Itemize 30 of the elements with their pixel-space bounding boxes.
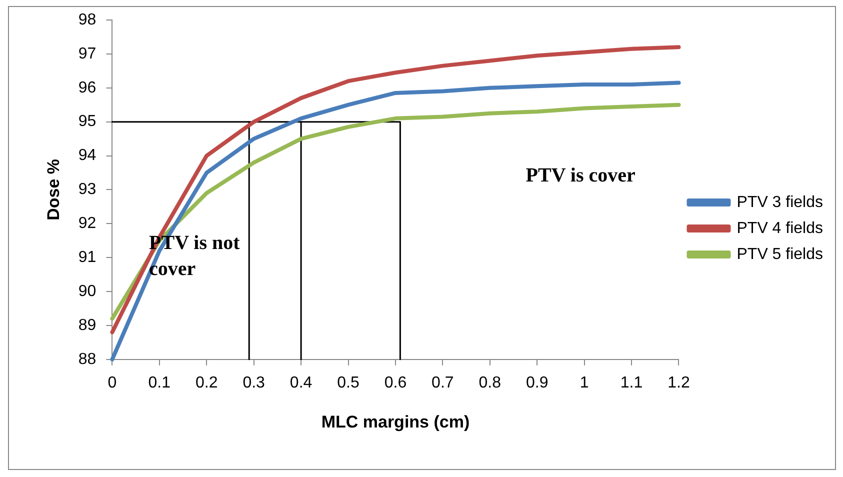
y-tick-label: 95	[78, 113, 96, 130]
y-tick-label: 96	[78, 79, 96, 96]
annotation: PTV is cover	[526, 164, 636, 186]
y-tick-label: 88	[78, 350, 96, 368]
x-tick-label: 0.8	[478, 374, 502, 392]
x-tick-label: 0.7	[432, 374, 454, 392]
y-tick-label: 92	[78, 215, 96, 232]
y-axis-title: Dose %	[44, 158, 63, 220]
y-tick-label: 93	[78, 181, 96, 198]
x-tick-label: 0.5	[337, 374, 360, 392]
x-tick-label: 0.9	[526, 374, 548, 392]
x-tick-label: 1	[580, 374, 589, 392]
x-tick-label: 0	[108, 374, 117, 392]
legend-label: PTV 5 fields	[736, 246, 824, 263]
x-axis-title: MLC margins (cm)	[321, 412, 470, 432]
y-tick-label: 90	[78, 282, 96, 300]
y-tick-label: 89	[78, 316, 96, 334]
x-tick-label: 0.2	[195, 374, 218, 392]
y-tick-label: 97	[78, 45, 96, 62]
x-tick-label: 0.3	[242, 374, 266, 392]
y-tick-label: 94	[78, 147, 96, 164]
legend-label: PTV 3 fields	[736, 194, 824, 211]
x-tick-label: 1.2	[668, 374, 690, 392]
x-tick-label: 0.4	[290, 374, 312, 392]
x-tick-label: 0.1	[148, 374, 171, 392]
y-tick-label: 98	[78, 11, 96, 28]
y-tick-label: 91	[78, 248, 96, 266]
x-tick-label: 0.6	[384, 374, 407, 392]
x-tick-label: 1.1	[620, 374, 643, 392]
legend-label: PTV 4 fields	[736, 220, 824, 237]
